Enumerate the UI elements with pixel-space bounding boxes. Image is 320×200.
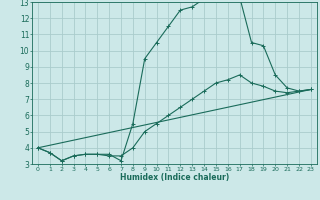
X-axis label: Humidex (Indice chaleur): Humidex (Indice chaleur) bbox=[120, 173, 229, 182]
